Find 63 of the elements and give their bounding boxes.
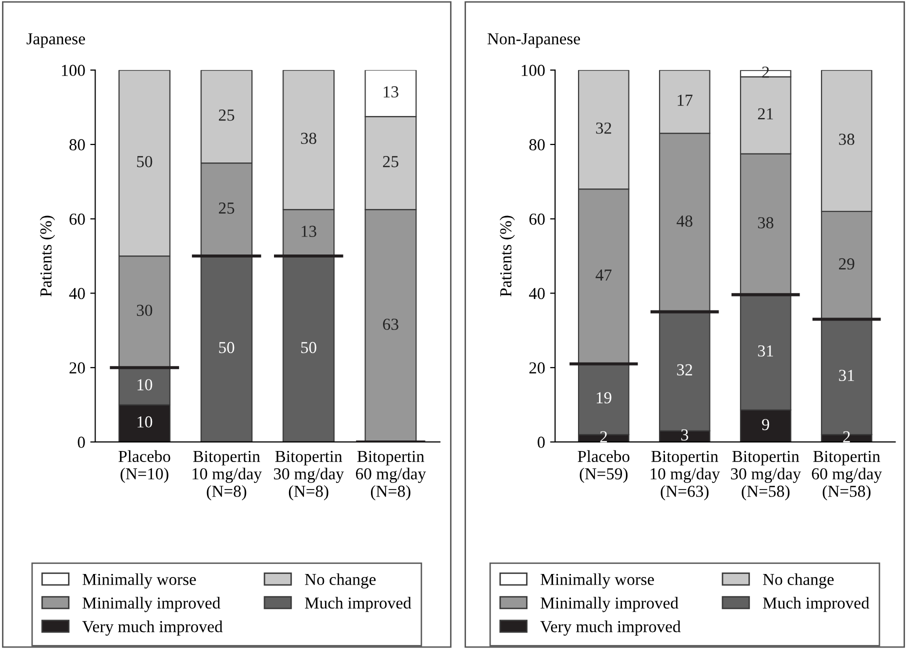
data-label: 30 [136, 304, 152, 316]
data-label: 31 [839, 370, 854, 382]
legend-label: Much improved [304, 596, 412, 612]
x-tick-label: Bitopertin 30 mg/day (N=58) [731, 450, 801, 500]
legend-label: Very much improved [82, 620, 223, 636]
y-tick-label: 60 [529, 214, 545, 225]
data-label: 38 [301, 132, 316, 144]
data-label: 63 [383, 318, 398, 330]
x-tick-label: Bitopertin 10 mg/day (N=8) [192, 450, 262, 500]
x-tick-label: Bitopertin 10 mg/day (N=63) [650, 450, 720, 500]
data-label: 13 [384, 86, 398, 98]
x-tick-label: Placebo (N=59) [578, 450, 630, 483]
x-tick-label: Bitopertin 30 mg/day (N=8) [274, 450, 344, 500]
data-label: 47 [596, 270, 612, 280]
data-label: 25 [218, 110, 234, 121]
data-label: 10 [138, 379, 152, 390]
x-tick-label: Bitopertin 60 mg/day (N=58) [812, 450, 882, 500]
x-tick-label: Placebo (N=10) [118, 450, 170, 483]
y-tick-label: 40 [69, 288, 85, 300]
chart-title: Japanese [26, 33, 85, 48]
y-tick-label: 80 [69, 139, 85, 150]
x-tick-label: Bitopertin 60 mg/day (N=8) [356, 450, 426, 500]
data-label: 29 [839, 258, 854, 270]
data-label: 50 [137, 156, 152, 168]
data-label: 32 [677, 364, 692, 376]
data-label: 2 [843, 431, 850, 442]
legend-label: Much improved [762, 596, 870, 612]
data-label: 38 [758, 217, 774, 228]
data-label: 48 [676, 215, 692, 227]
legend-label: No change [762, 573, 834, 588]
y-tick-label: 100 [62, 64, 85, 76]
y-tick-label: 20 [70, 362, 85, 374]
y-tick-label: 80 [529, 139, 545, 150]
y-tick-label: 0 [78, 436, 85, 448]
legend-label: Very much improved [540, 620, 681, 636]
legend-label: Minimally improved [82, 596, 220, 612]
legend-label: Minimally improved [540, 596, 678, 612]
legend-label: Minimally worse [82, 573, 196, 588]
y-tick-label: 100 [522, 64, 545, 76]
data-label: 25 [218, 202, 234, 214]
data-label: 38 [839, 134, 854, 145]
y-tick-label: 20 [529, 362, 545, 374]
legend-label: No change [304, 573, 376, 588]
y-tick-label: 60 [70, 214, 85, 225]
data-label: 50 [301, 342, 316, 354]
legend-label: Minimally worse [540, 573, 654, 588]
data-label: 13 [302, 226, 316, 237]
data-label: 31 [758, 345, 773, 357]
y-axis-title: Patients (%) [500, 216, 515, 297]
y-tick-label: 0 [538, 436, 545, 448]
data-label: 21 [758, 108, 773, 120]
data-label: 19 [596, 392, 612, 404]
data-label: 17 [678, 94, 693, 106]
y-axis-title: Patients (%) [40, 216, 55, 297]
chart-title: Non-Japanese [488, 33, 580, 48]
data-label: 3 [681, 429, 688, 441]
data-label: 32 [596, 122, 612, 134]
data-label: 50 [219, 342, 234, 354]
data-label: 10 [138, 416, 152, 428]
data-label: 9 [762, 418, 770, 430]
data-label: 2 [600, 431, 607, 442]
data-label: 25 [383, 156, 398, 168]
y-tick-label: 40 [529, 288, 545, 300]
